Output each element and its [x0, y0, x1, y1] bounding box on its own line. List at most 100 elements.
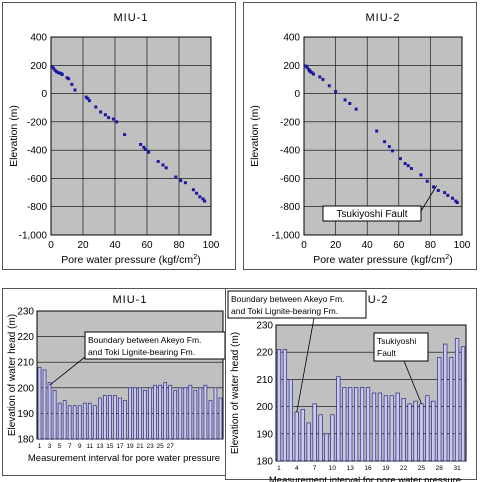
miu1-pressure-data-point [198, 195, 202, 199]
miu1-pressure-data-point [94, 105, 98, 109]
miu1-waterhead-bar [128, 387, 132, 440]
miu1-waterhead-bar [57, 402, 62, 440]
miu1-pressure-ytick-label: -600 [27, 174, 47, 185]
miu2-pressure-data-point [305, 65, 309, 69]
miu2-waterhead-xtick-label: 7 [313, 465, 317, 472]
miu1-pressure-xtick-label: 80 [173, 240, 185, 251]
miu1-pressure-ytick-label: -800 [27, 202, 47, 213]
miu2-waterhead-xtick-label: 16 [364, 465, 372, 472]
miu1-pressure-data-point [111, 117, 115, 121]
miu2-pressure-xtick-label: 80 [425, 240, 437, 251]
miu2-waterhead-bar [348, 387, 353, 462]
miu1-waterhead-bar [108, 395, 112, 440]
miu1-pressure-plot-area [50, 36, 212, 236]
miu1-waterhead-xtick-label: 3 [48, 443, 52, 450]
miu1-pressure-data-point [84, 95, 88, 99]
miu2-pressure-ytick-label: 0 [294, 89, 300, 100]
miu2-waterhead-xtick-label: 28 [436, 465, 444, 472]
miu2-pressure-data-point [419, 173, 423, 177]
miu1-pressure-ytick-label: 400 [30, 33, 47, 44]
miu1-pressure-xtick-label: 60 [141, 240, 153, 251]
miu2-waterhead-xtick-label: 13 [347, 465, 355, 472]
miu2-waterhead-bar [324, 433, 329, 462]
miu1-waterhead-bar [82, 402, 87, 440]
miu1-waterhead-annotation-line: Boundary between Akeyo Fm. [88, 335, 201, 345]
miu1-waterhead-bar [37, 366, 42, 440]
miu2-waterhead-xtick-label: 19 [382, 465, 390, 472]
miu1-waterhead-xtick-label: 11 [86, 443, 93, 450]
miu1-waterhead-bar [213, 387, 218, 440]
miu1-pressure-data-point [73, 88, 77, 92]
miu2-waterhead-ylabel: Elevation of water head (m) [230, 332, 241, 454]
miu2-waterhead-bar [312, 403, 317, 462]
miu1-pressure-panel: 400 200 0 -200 -400 -600 -800 -1,000 0 20 40 60 80 10… [2, 2, 236, 270]
miu2-waterhead-bar [359, 387, 365, 462]
miu2-pressure-data-point [354, 107, 358, 111]
miu2-pressure-data-point [406, 164, 410, 168]
miu1-pressure-data-point [191, 188, 195, 192]
miu2-waterhead-bar [383, 395, 388, 462]
miu1-waterhead-bar [97, 397, 102, 440]
miu1-waterhead-bar [133, 387, 137, 440]
miu2-pressure-data-point [321, 77, 325, 81]
miu1-pressure-data-point [51, 66, 55, 70]
miu1-pressure-data-point [147, 150, 151, 154]
miu1-pressure-data-point [55, 70, 59, 74]
miu1-waterhead-bar [193, 390, 198, 440]
miu1-pressure-data-point [58, 71, 62, 75]
miu2-pressure-ytick-label: -600 [280, 174, 300, 185]
miu1-pressure-data-point [53, 68, 57, 72]
miu2-pressure-data-point [432, 185, 436, 189]
miu2-pressure-data-point [318, 75, 322, 79]
miu2-pressure-data-point [327, 84, 331, 88]
miu2-waterhead-bar [300, 408, 305, 462]
miu1-waterhead-bar [183, 387, 188, 440]
miu2-waterhead-bar [419, 403, 424, 462]
miu2-pressure-data-point [387, 145, 391, 149]
miu2-pressure-xtick-label: 0 [301, 240, 307, 251]
miu1-pressure-data-point [50, 65, 54, 69]
miu2-waterhead-ytick-label: 180 [256, 457, 273, 468]
miu1-waterhead-bar [168, 384, 173, 440]
miu2-waterhead-annotation-box [373, 332, 429, 362]
miu1-waterhead-bar [158, 384, 163, 440]
miu1-waterhead-ylabel: Elevation of water head (m) [7, 314, 18, 436]
miu1-waterhead-xtick-label: 21 [136, 443, 144, 450]
miu1-pressure-data-point [67, 77, 71, 81]
miu1-waterhead-annotation-leader [49, 356, 86, 386]
miu2-waterhead-ytick-label: 230 [256, 321, 273, 332]
miu1-pressure-xlabel: Pore water pressure (kgf/cm2) [61, 252, 201, 266]
miu2-waterhead-bar [276, 349, 282, 462]
miu2-pressure-annotation-box [322, 205, 422, 222]
miu1-waterhead-bar [178, 387, 183, 440]
miu2-waterhead-bar [306, 422, 311, 462]
miu2-waterhead-bar [454, 338, 460, 462]
miu2-waterhead-ytick-label: 220 [256, 348, 273, 359]
miu1-pressure-ytick-label: -1,000 [19, 231, 48, 242]
miu1-waterhead-xtick-label: 25 [157, 443, 165, 450]
miu2-pressure-data-point [343, 98, 347, 102]
miu2-waterhead-annotation-leader [296, 317, 315, 413]
miu2-pressure-xtick-label: 60 [393, 240, 405, 251]
miu1-pressure-data-point [179, 179, 183, 183]
miu1-waterhead-xtick-label: 27 [167, 443, 175, 450]
miu1-pressure-xtick-label: 20 [77, 240, 89, 251]
miu2-pressure-data-point [311, 72, 315, 76]
miu1-pressure-data-point [87, 99, 91, 103]
miu1-pressure-data-point [201, 197, 205, 201]
miu2-waterhead-bar [330, 414, 335, 462]
miu2-pressure-data-point [446, 193, 450, 197]
miu2-waterhead-annotation-line: and Toki Lignite-bearing Fm. [231, 306, 338, 316]
miu1-waterhead-bar [47, 382, 52, 440]
miu1-pressure-data-point [103, 113, 107, 117]
miu1-pressure-xtick-label: 40 [109, 240, 121, 251]
miu1-waterhead-xtick-label: 15 [106, 443, 114, 450]
miu2-waterhead-bar [354, 387, 359, 462]
miu2-waterhead-bar [389, 395, 394, 462]
miu2-pressure-data-point [334, 89, 338, 93]
miu2-waterhead-bar [342, 387, 347, 462]
miu1-waterhead-bar [218, 397, 223, 440]
miu1-waterhead-ytick-label: 210 [17, 358, 34, 369]
miu2-waterhead-annotation-leader [403, 360, 422, 405]
